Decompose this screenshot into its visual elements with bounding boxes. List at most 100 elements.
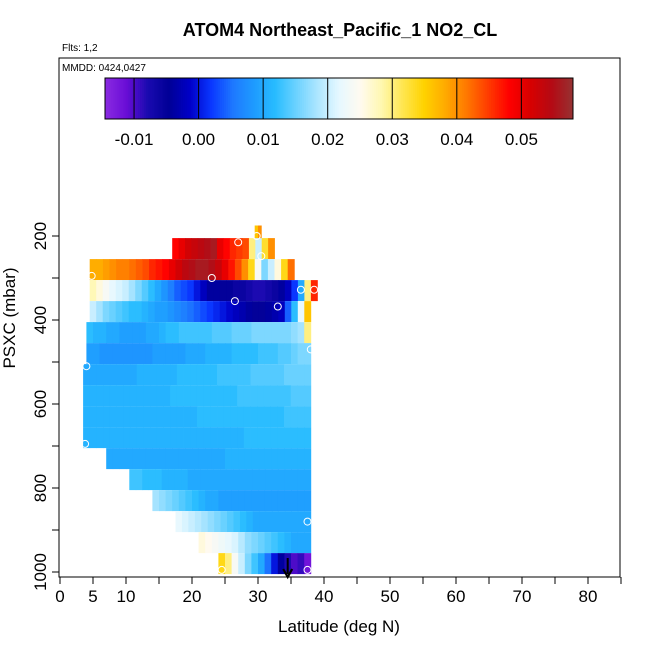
colorbar-segment bbox=[292, 78, 295, 119]
colorbar-segment bbox=[477, 78, 480, 119]
heat-cell bbox=[156, 364, 164, 386]
heat-cell bbox=[265, 511, 273, 533]
colorbar-segment bbox=[356, 78, 359, 119]
colorbar-segment bbox=[192, 78, 196, 119]
heat-cell bbox=[109, 385, 117, 407]
heat-cell bbox=[297, 322, 305, 344]
heat-cell bbox=[103, 364, 111, 386]
heat-cell bbox=[304, 532, 312, 554]
heat-cell bbox=[239, 280, 247, 302]
colorbar-segment bbox=[327, 78, 330, 119]
heat-cell bbox=[252, 511, 260, 533]
heat-cell bbox=[291, 343, 298, 365]
heat-cell bbox=[165, 448, 173, 470]
heat-cell bbox=[122, 280, 130, 302]
heat-cell bbox=[102, 301, 110, 323]
colorbar-tick-label: 0.03 bbox=[376, 130, 409, 149]
colorbar-segment bbox=[282, 78, 285, 119]
heat-cell bbox=[217, 385, 225, 407]
heat-cell bbox=[210, 385, 218, 407]
heat-cell bbox=[304, 406, 312, 428]
heat-cell bbox=[176, 427, 184, 449]
colorbar-tick-label: 0.02 bbox=[311, 130, 344, 149]
heat-cell bbox=[291, 511, 299, 533]
heat-cell bbox=[96, 385, 104, 407]
colorbar-segment bbox=[239, 78, 242, 119]
colorbar-segment bbox=[284, 78, 287, 119]
colorbar-segment bbox=[200, 78, 203, 119]
heat-cell bbox=[83, 364, 91, 386]
heat-cell bbox=[223, 238, 231, 260]
heat-cell bbox=[231, 343, 239, 365]
heat-cell bbox=[152, 490, 160, 512]
heat-cell bbox=[243, 406, 251, 428]
heat-cell bbox=[178, 322, 186, 344]
heat-cell bbox=[205, 322, 213, 344]
heat-cell bbox=[198, 532, 206, 554]
colorbar-segment bbox=[342, 78, 346, 119]
heat-cell bbox=[102, 280, 110, 302]
heat-cell bbox=[248, 259, 256, 281]
heat-cell bbox=[268, 238, 275, 260]
heat-cell bbox=[230, 364, 238, 386]
heat-cell bbox=[238, 490, 246, 512]
heat-cell bbox=[178, 238, 186, 260]
heat-cell bbox=[297, 490, 305, 512]
flight-marker bbox=[234, 238, 243, 247]
heat-cell bbox=[142, 469, 150, 491]
heat-cell bbox=[284, 322, 292, 344]
heat-cell bbox=[213, 280, 221, 302]
heat-cell bbox=[143, 427, 151, 449]
heat-cell bbox=[225, 322, 232, 344]
colorbar-segment bbox=[112, 78, 116, 119]
heat-cell bbox=[223, 385, 231, 407]
heat-cell bbox=[257, 427, 265, 449]
colorbar-segment bbox=[436, 78, 439, 119]
colorbar-segment bbox=[360, 78, 363, 119]
colorbar-segment bbox=[331, 78, 334, 119]
x-tick-label: 30 bbox=[249, 587, 268, 606]
heat-cell bbox=[148, 301, 156, 323]
colorbar-segment bbox=[147, 78, 151, 119]
heat-cell bbox=[159, 343, 166, 365]
colorbar-segment bbox=[391, 78, 394, 119]
heat-cell bbox=[227, 511, 234, 533]
colorbar-segment bbox=[420, 78, 424, 119]
heat-cell bbox=[159, 448, 166, 470]
heat-cell bbox=[155, 469, 163, 491]
colorbar-segment bbox=[385, 78, 389, 119]
colorbar-segment bbox=[473, 78, 476, 119]
colorbar-segment bbox=[149, 78, 153, 119]
flight-marker bbox=[306, 345, 315, 354]
heat-cell bbox=[203, 364, 211, 386]
colorbar-segment bbox=[249, 78, 252, 119]
colorbar-segment bbox=[274, 78, 277, 119]
colorbar-segment bbox=[188, 78, 192, 119]
colorbar-segment bbox=[253, 78, 256, 119]
colorbar-segment bbox=[128, 78, 131, 119]
heat-cell bbox=[233, 511, 241, 533]
heat-cell bbox=[304, 469, 312, 491]
heat-cell bbox=[304, 280, 312, 302]
heat-cell bbox=[225, 532, 232, 554]
colorbar-segment bbox=[145, 78, 149, 119]
heat-cell bbox=[304, 343, 312, 365]
colorbar-segment bbox=[301, 78, 305, 119]
heat-cell bbox=[242, 238, 250, 260]
heat-cell bbox=[170, 406, 178, 428]
flight-marker bbox=[82, 362, 91, 371]
heat-cell bbox=[167, 301, 175, 323]
colorbar-segment bbox=[245, 78, 248, 119]
colorbar-segment bbox=[294, 78, 297, 119]
heat-cell bbox=[205, 532, 213, 554]
heat-cell bbox=[184, 238, 192, 260]
heat-cell bbox=[207, 469, 214, 491]
heat-cell bbox=[304, 385, 312, 407]
heat-cell bbox=[150, 385, 158, 407]
heat-cell bbox=[264, 343, 272, 365]
colorbar-segment bbox=[329, 78, 332, 119]
colorbar-segment bbox=[500, 78, 504, 119]
heat-cell bbox=[139, 448, 147, 470]
heat-cell bbox=[123, 427, 131, 449]
heat-cell bbox=[194, 469, 201, 491]
